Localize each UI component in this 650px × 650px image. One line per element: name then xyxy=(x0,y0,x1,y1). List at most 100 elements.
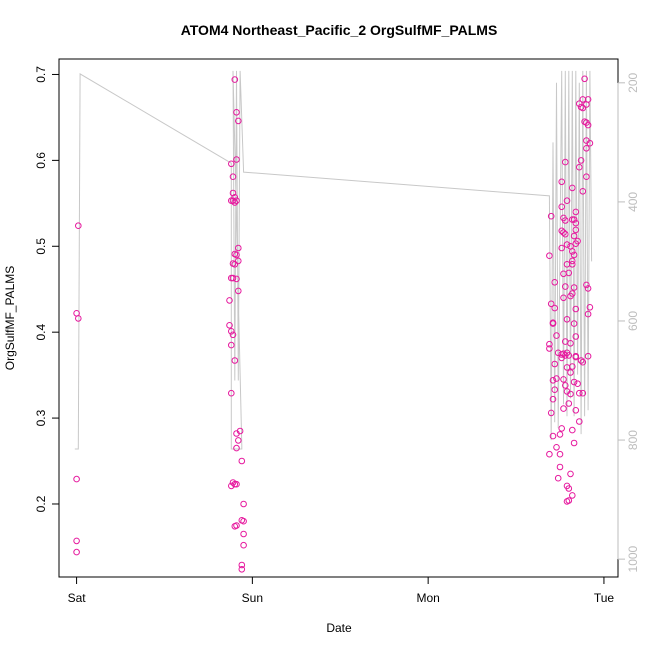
y2-tick-label: 200 xyxy=(626,72,640,92)
data-point xyxy=(565,269,573,277)
y-axis-label: OrgSulfMF_PALMS xyxy=(3,266,17,370)
data-point xyxy=(228,389,235,397)
data-point xyxy=(576,163,583,171)
y-tick-label: 0.2 xyxy=(34,495,48,512)
data-point xyxy=(576,100,583,107)
y2-tick-label: 1000 xyxy=(626,545,640,572)
data-point xyxy=(233,275,240,283)
data-point xyxy=(583,145,590,152)
data-point xyxy=(570,216,578,223)
data-point xyxy=(562,158,569,166)
data-point xyxy=(570,320,578,327)
data-point xyxy=(565,400,573,407)
y-tick-label: 0.5 xyxy=(34,238,48,255)
data-point xyxy=(235,257,242,265)
data-point xyxy=(240,541,247,549)
data-point xyxy=(570,232,578,240)
data-point xyxy=(235,244,242,252)
data-point xyxy=(563,498,571,505)
data-point xyxy=(563,197,571,204)
data-point xyxy=(551,304,559,312)
data-point xyxy=(584,352,592,360)
data-point xyxy=(240,517,247,525)
data-point xyxy=(558,354,566,362)
data-point xyxy=(574,380,581,388)
data-point xyxy=(226,322,233,329)
data-point xyxy=(569,184,576,192)
data-point xyxy=(553,332,560,339)
data-point xyxy=(569,363,576,370)
x-tick-label: Sat xyxy=(68,591,87,605)
data-point xyxy=(572,305,580,313)
data-point xyxy=(569,261,576,268)
data-point xyxy=(229,189,237,197)
data-point xyxy=(546,450,553,458)
data-point xyxy=(553,444,560,451)
data-point xyxy=(572,208,580,216)
data-point xyxy=(558,203,566,211)
y-tick-label: 0.7 xyxy=(34,66,48,83)
data-point xyxy=(558,425,566,432)
data-point xyxy=(572,226,580,234)
data-point xyxy=(567,369,574,376)
data-point xyxy=(554,474,562,482)
data-point xyxy=(567,390,574,398)
data-point xyxy=(546,252,553,259)
data-point xyxy=(240,500,247,508)
data-point xyxy=(546,345,553,352)
x-axis-label: Date xyxy=(326,621,352,635)
data-point xyxy=(229,479,237,486)
data-point xyxy=(229,173,237,180)
data-point xyxy=(547,409,555,417)
data-point xyxy=(233,156,240,163)
data-point xyxy=(565,485,573,492)
data-point xyxy=(551,386,559,394)
data-point xyxy=(567,340,574,347)
data-point xyxy=(233,251,240,259)
data-point xyxy=(567,292,574,300)
data-point xyxy=(228,160,235,168)
data-point xyxy=(240,530,247,538)
data-point xyxy=(238,457,246,465)
data-point xyxy=(233,480,240,488)
y2-tick-label: 800 xyxy=(626,430,640,450)
altitude-line xyxy=(74,70,593,450)
data-point xyxy=(584,310,592,318)
data-point xyxy=(228,341,235,349)
data-point xyxy=(570,439,578,447)
data-point xyxy=(581,75,588,83)
data-point xyxy=(231,199,239,206)
data-point xyxy=(73,548,80,556)
data-point xyxy=(583,173,590,180)
data-point xyxy=(569,257,576,265)
data-point xyxy=(583,101,590,108)
data-point xyxy=(560,376,567,383)
data-point xyxy=(556,450,564,458)
data-point xyxy=(73,475,80,483)
data-point xyxy=(229,274,237,282)
data-point xyxy=(558,244,566,252)
x-tick-label: Tue xyxy=(594,591,615,605)
data-point xyxy=(560,294,567,302)
data-point xyxy=(75,315,82,322)
data-point xyxy=(572,219,580,227)
plot-area xyxy=(73,70,594,573)
axes: Sat Sun Mon Tue 0.2 0.3 0.4 0.5 0.6 0.7 200 400 600 8… xyxy=(34,66,640,605)
data-point xyxy=(228,328,235,335)
data-point xyxy=(569,216,576,223)
data-point xyxy=(229,197,237,204)
data-point xyxy=(549,395,557,403)
y2-tick-label: 600 xyxy=(626,311,640,331)
y2-tick-label: 400 xyxy=(626,192,640,212)
data-point xyxy=(556,463,564,471)
data-point xyxy=(551,279,559,286)
y-tick-label: 0.6 xyxy=(34,152,48,169)
data-point xyxy=(233,109,240,116)
data-point xyxy=(572,353,580,361)
data-point xyxy=(562,217,569,224)
data-point xyxy=(558,178,566,186)
data-point xyxy=(572,407,580,414)
data-point xyxy=(560,405,567,412)
data-point xyxy=(570,378,578,386)
